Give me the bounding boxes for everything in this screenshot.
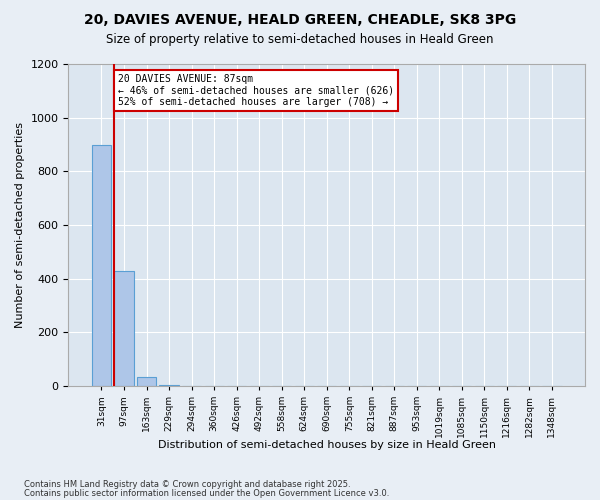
Bar [115,270,134,386]
Bar [160,384,179,386]
Text: Contains HM Land Registry data © Crown copyright and database right 2025.: Contains HM Land Registry data © Crown c… [24,480,350,489]
X-axis label: Distribution of semi-detached houses by size in Heald Green: Distribution of semi-detached houses by … [158,440,496,450]
Bar [137,376,156,386]
Text: 20 DAVIES AVENUE: 87sqm
← 46% of semi-detached houses are smaller (626)
52% of s: 20 DAVIES AVENUE: 87sqm ← 46% of semi-de… [118,74,394,107]
Text: 20, DAVIES AVENUE, HEALD GREEN, CHEADLE, SK8 3PG: 20, DAVIES AVENUE, HEALD GREEN, CHEADLE,… [84,12,516,26]
Text: Size of property relative to semi-detached houses in Heald Green: Size of property relative to semi-detach… [106,32,494,46]
Y-axis label: Number of semi-detached properties: Number of semi-detached properties [15,122,25,328]
Bar [92,144,111,386]
Text: Contains public sector information licensed under the Open Government Licence v3: Contains public sector information licen… [24,488,389,498]
